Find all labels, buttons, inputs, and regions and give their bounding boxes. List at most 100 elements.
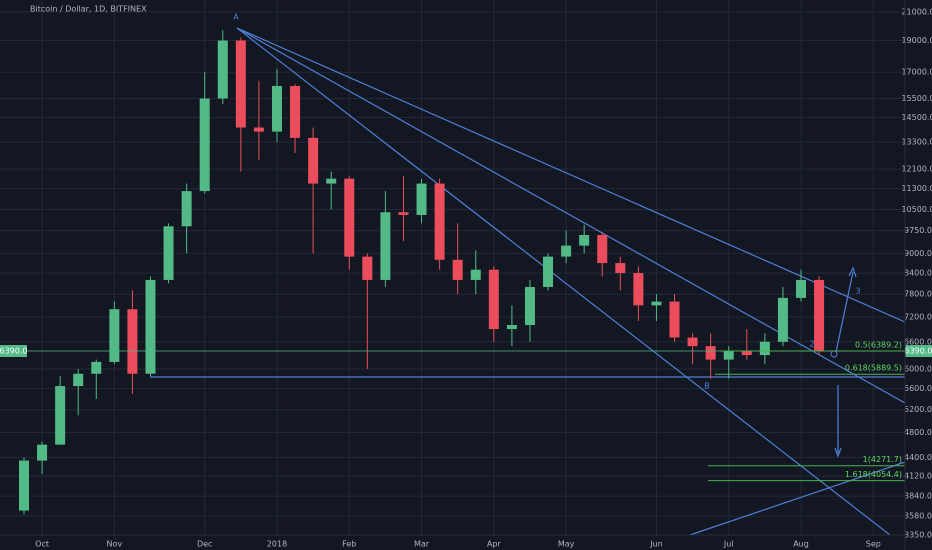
candle-body	[723, 350, 734, 360]
x-tick-label: Aug	[793, 540, 809, 549]
candle-body	[759, 341, 770, 356]
chart-title: Bitcoin / Dollar, 1D, BITFINEX	[30, 5, 147, 14]
candle-body	[814, 279, 825, 352]
candle-body	[362, 256, 373, 280]
candle-body	[452, 259, 463, 280]
x-tick-label: May	[558, 540, 575, 549]
y-tick-label: 8400.0	[904, 269, 932, 278]
candle-body	[434, 183, 445, 260]
annotation: A	[233, 13, 239, 22]
drawings	[150, 27, 906, 536]
candle-body	[579, 235, 590, 246]
candle-body	[253, 127, 264, 132]
y-tick-label: 9000.0	[904, 249, 932, 258]
price-tag-label: 6390.0	[0, 347, 28, 356]
trend-line	[236, 27, 906, 404]
y-tick-label: 4400.0	[904, 453, 932, 462]
candle-body	[561, 245, 572, 257]
candle-body	[741, 350, 752, 356]
candle-body	[796, 279, 807, 298]
candle-body	[181, 191, 192, 227]
x-tick-label: Mar	[414, 540, 430, 549]
y-tick-label: 7800.0	[904, 290, 932, 299]
y-tick-label: 9750.0	[904, 226, 932, 235]
y-tick-label: 4120.0	[904, 472, 932, 481]
y-tick-label: 3580.0	[904, 512, 932, 521]
y-tick-label: 10500.0	[901, 205, 932, 214]
annotation: B	[704, 382, 710, 391]
y-tick-label: 21000.0	[901, 8, 932, 17]
fib-label: 0.5(6389.2)	[855, 341, 902, 350]
candle-body	[597, 235, 608, 264]
y-tick-label: 7200.0	[904, 312, 932, 321]
x-tick-label: 2018	[267, 540, 287, 549]
y-tick-label: 14500.0	[901, 113, 932, 122]
annotation: 2	[809, 340, 814, 349]
candle-body	[235, 40, 246, 128]
candle-body	[669, 301, 680, 338]
price-tag-label: 6390.0	[905, 347, 932, 356]
x-tick-label: Dec	[197, 540, 212, 549]
candle-body	[687, 337, 698, 347]
y-tick-label: 13300.0	[901, 138, 932, 147]
candle-body	[470, 269, 481, 280]
candle-body	[651, 301, 662, 306]
x-tick-label: Apr	[487, 540, 502, 549]
y-tick-label: 5600.0	[904, 384, 932, 393]
x-tick-label: Sep	[866, 540, 881, 549]
candle-body	[488, 269, 499, 330]
candle-body	[506, 325, 517, 330]
candle-body	[705, 346, 716, 360]
candle-body	[308, 137, 319, 184]
annotation: 3	[855, 287, 860, 296]
candle-body	[55, 386, 66, 445]
fib-label: 1.618(4054.4)	[845, 470, 902, 479]
candle-body	[199, 98, 210, 192]
y-tick-label: 3840.0	[904, 492, 932, 501]
trend-line	[236, 27, 891, 536]
fib-label: 1(4271.7)	[863, 455, 902, 464]
x-tick-label: Jul	[723, 540, 734, 549]
trend-line	[236, 27, 906, 323]
y-tick-label: 19000.0	[901, 36, 932, 45]
y-tick-label: 11300.0	[901, 184, 932, 193]
arrow-head	[848, 266, 857, 278]
y-tick-label: 3350.0	[904, 531, 932, 540]
candle-body	[416, 183, 427, 215]
candle-body	[163, 226, 174, 280]
y-tick-label: 6600.0	[904, 337, 932, 346]
price-tag	[0, 345, 27, 358]
arrow	[835, 271, 854, 353]
x-tick-label: Feb	[342, 540, 356, 549]
candle-body	[91, 361, 102, 374]
candle-body	[326, 178, 337, 184]
candle-body	[271, 85, 282, 132]
candle-body	[127, 309, 138, 374]
y-tick-label: 4800.0	[904, 428, 932, 437]
candle-body	[380, 212, 391, 280]
candle-body	[777, 297, 788, 342]
trend-line	[689, 461, 906, 536]
y-tick-label: 15500.0	[901, 94, 932, 103]
candle-body	[524, 286, 535, 326]
fib-label: 0.618(5889.5)	[845, 364, 902, 373]
candle-body	[543, 256, 554, 287]
y-tick-label: 12100.0	[901, 165, 932, 174]
price-tag	[905, 345, 932, 358]
x-tick-label: Oct	[35, 540, 49, 549]
candle-body	[37, 444, 48, 461]
candle-body	[633, 273, 644, 306]
arrow-head	[834, 447, 842, 458]
candle-body	[615, 263, 626, 274]
candle-body	[290, 85, 301, 138]
candle-body	[344, 178, 355, 257]
y-tick-label: 6000.0	[904, 364, 932, 373]
y-tick-label: 5200.0	[904, 405, 932, 414]
candle-body	[109, 309, 120, 362]
candle-body	[73, 373, 84, 387]
x-tick-label: Nov	[107, 540, 123, 549]
candle-body	[398, 212, 409, 215]
candle-body	[217, 40, 228, 99]
